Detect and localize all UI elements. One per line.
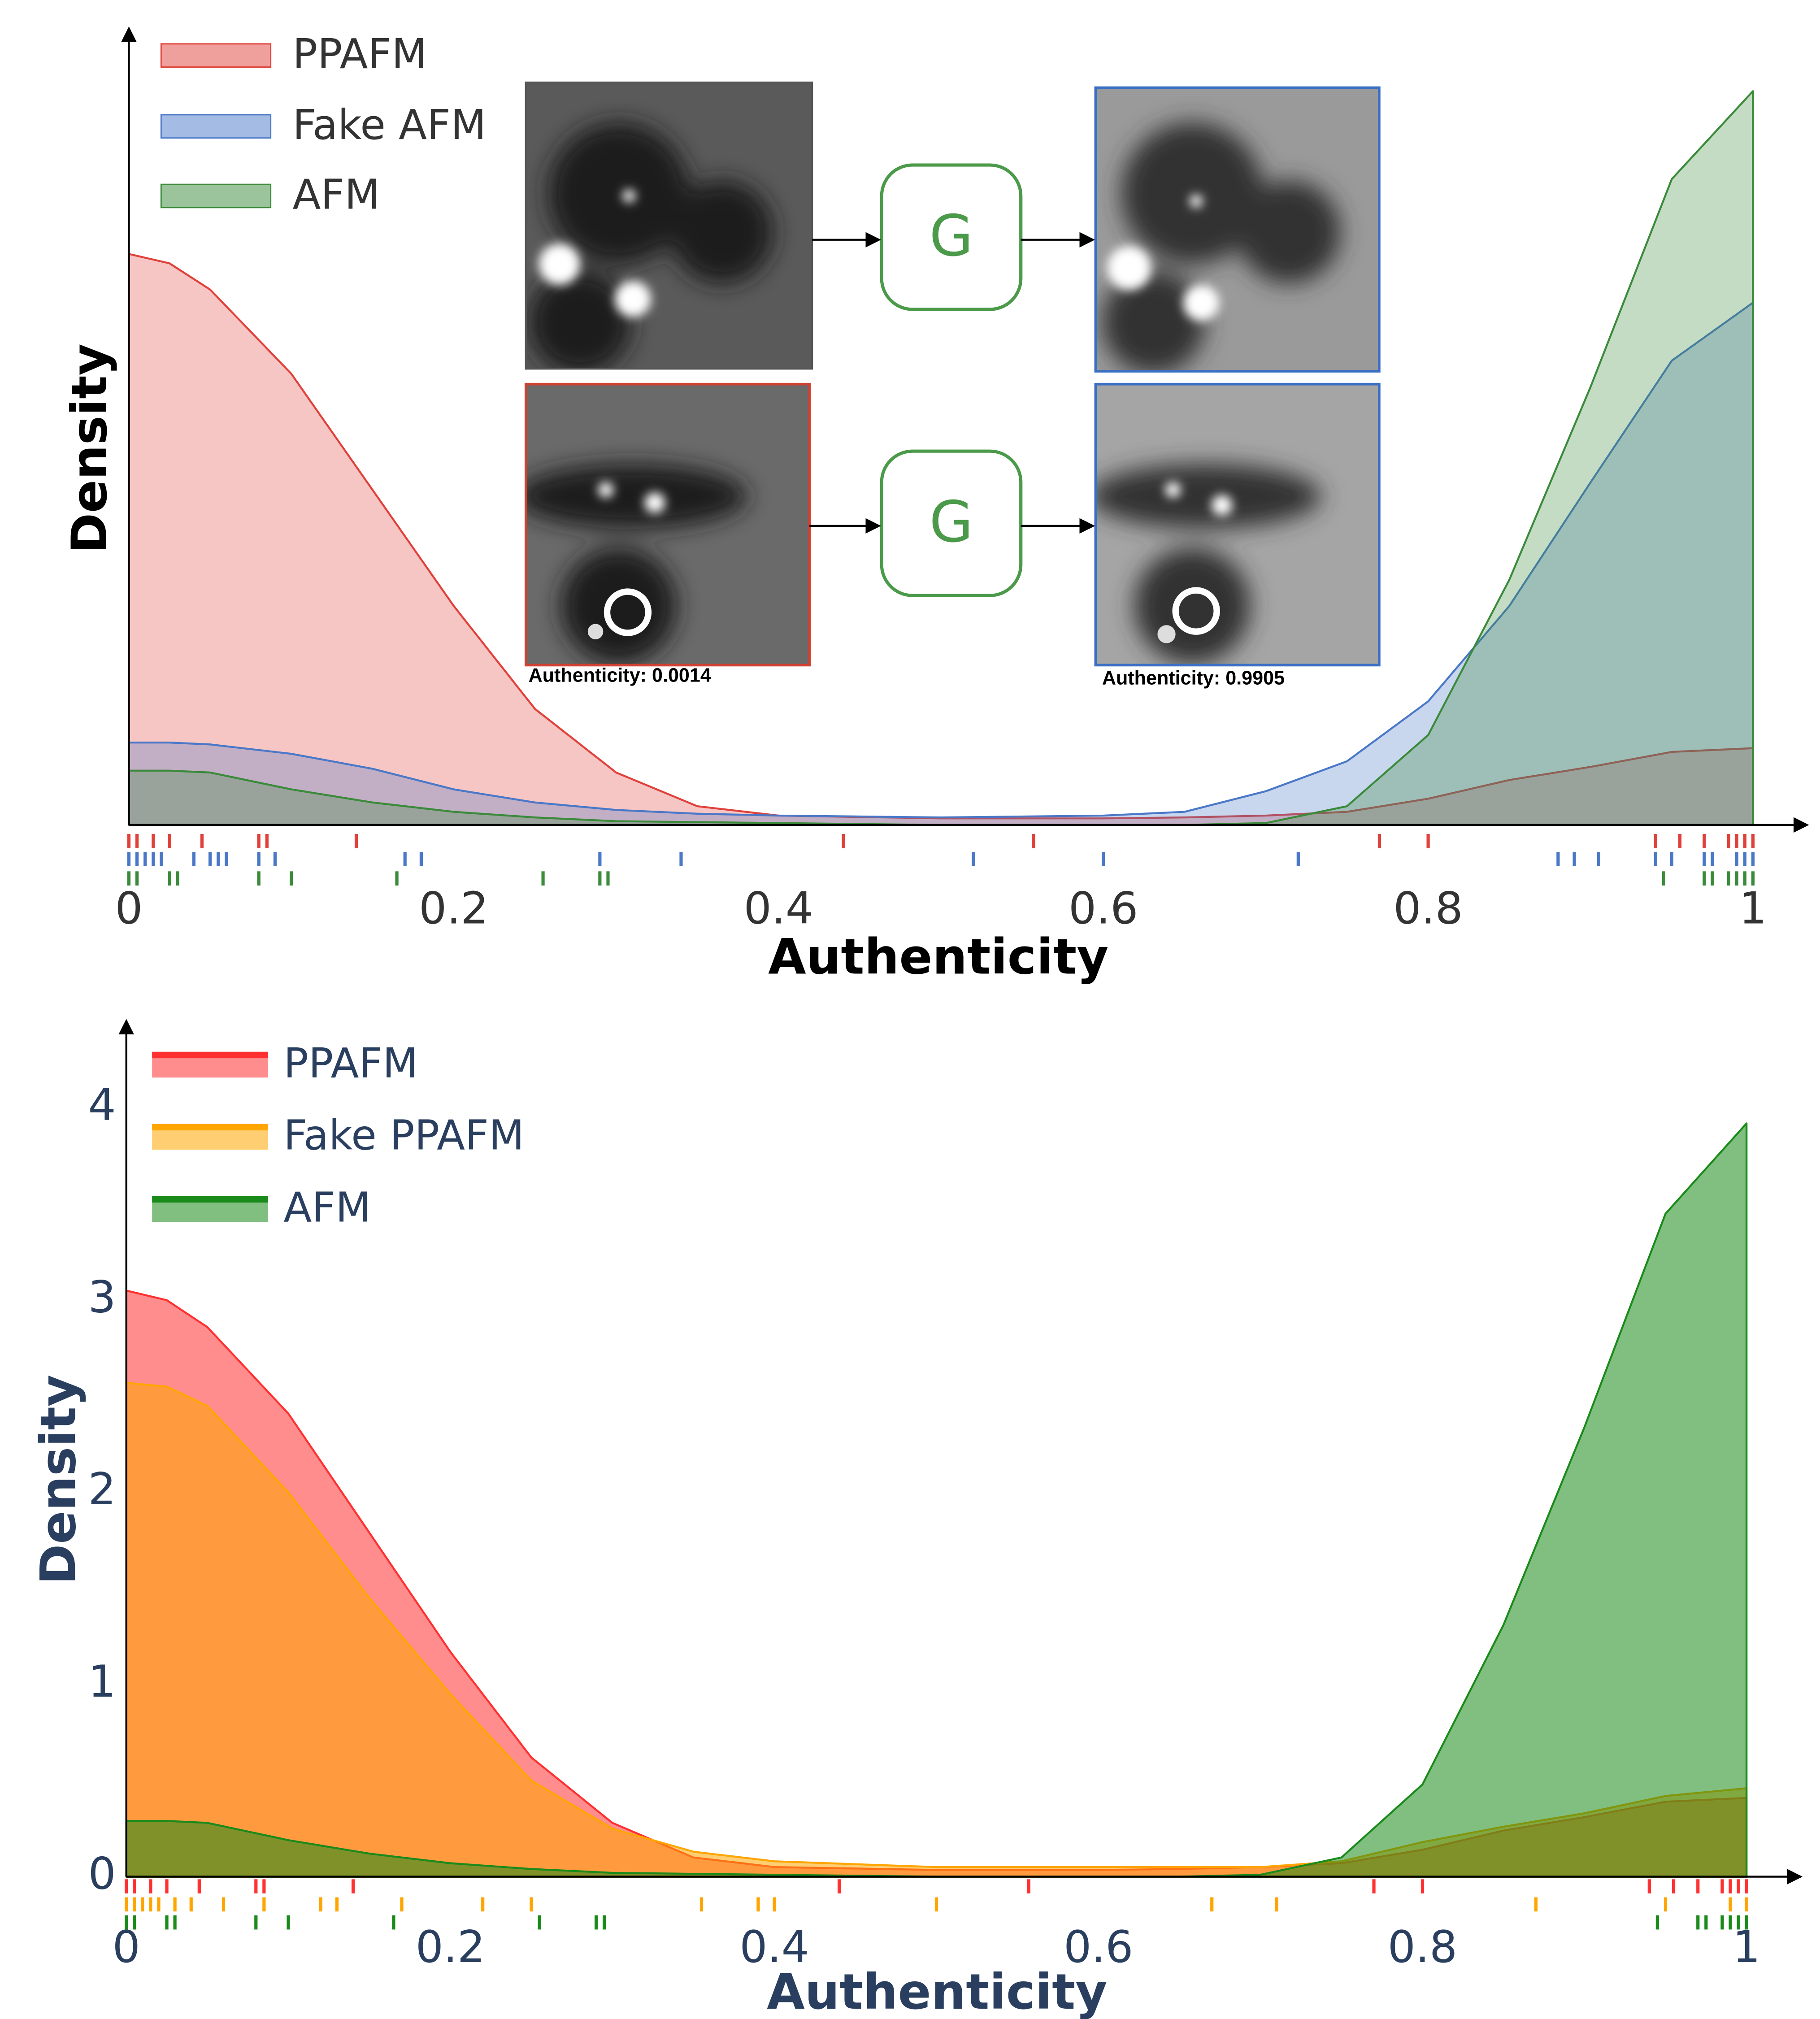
density-area — [128, 301, 1754, 826]
legend-label: PPAFM — [283, 1039, 418, 1087]
y-axis-label: Density — [61, 343, 118, 553]
x-axis-label: Authenticity — [768, 928, 1108, 985]
x-axis-label: Authenticity — [767, 1963, 1107, 2019]
image-caption: Authenticity: 0.0014 — [529, 665, 711, 686]
legend-swatch-line — [152, 1051, 268, 1059]
legend-swatch-line — [152, 1196, 268, 1203]
x-tick-label: 0.6 — [1069, 883, 1138, 934]
y-tick-label: 0 — [88, 1848, 116, 1899]
y-tick-label: 1 — [88, 1656, 116, 1707]
y-tick-label: 2 — [88, 1464, 116, 1515]
x-tick-label: 0 — [113, 1922, 140, 1973]
x-tick-label: 0.8 — [1393, 883, 1463, 934]
x-tick-label: 0.2 — [416, 1922, 485, 1973]
plot-area: PPAFM Fake PPAFM AFM 0 0.2 0.4 0.6 0.8 1 0 1 2 3 4 Aut… — [30, 1019, 1803, 2019]
x-tick-label: 1 — [1739, 883, 1767, 934]
x-tick-label: 0.6 — [1064, 1922, 1133, 1973]
legend-label: Fake PPAFM — [283, 1112, 524, 1159]
legend-label: AFM — [283, 1184, 371, 1232]
x-tick-label: 1 — [1733, 1922, 1760, 1973]
generator-label: G — [929, 203, 973, 269]
image-caption: Authenticity: 0.9905 — [1102, 667, 1285, 689]
x-tick-label: 0.4 — [744, 883, 813, 934]
x-tick-label: 0 — [115, 883, 143, 934]
y-tick-label: 3 — [88, 1272, 116, 1323]
generator-label: G — [929, 489, 973, 555]
x-tick-label: 0.4 — [739, 1922, 809, 1973]
x-tick-label: 0.2 — [419, 883, 488, 934]
legend-swatch — [160, 114, 272, 139]
plot-area: PPAFM Fake AFM AFM 0 0.2 0.4 0.6 0.8 1 Authentici… — [61, 26, 1809, 985]
y-tick-label: 4 — [88, 1080, 116, 1131]
legend-swatch — [160, 43, 272, 68]
x-tick-label: 0.8 — [1388, 1922, 1457, 1973]
legend-label: AFM — [293, 170, 380, 218]
y-axis-label: Density — [30, 1375, 87, 1585]
inset: G G Authenticity: 0.0014 Authenticity: 0… — [524, 81, 1381, 689]
legend-swatch — [160, 183, 272, 208]
legend-swatch-line — [152, 1124, 268, 1131]
legend-label: PPAFM — [293, 30, 427, 78]
legend-label: Fake AFM — [293, 101, 486, 149]
